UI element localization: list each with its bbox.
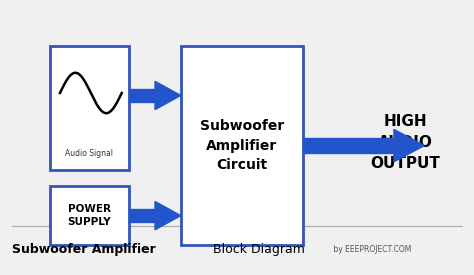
Text: by EEEPROJECT.COM: by EEEPROJECT.COM	[331, 245, 411, 254]
Bar	[129, 209, 155, 222]
Text: Audio Signal: Audio Signal	[65, 149, 113, 158]
Text: HIGH
AUDIO
OUTPUT: HIGH AUDIO OUTPUT	[371, 114, 440, 171]
Polygon shape	[394, 130, 424, 162]
Text: POWER
SUPPLY: POWER SUPPLY	[68, 204, 111, 227]
Text: Subwoofer Amplifier: Subwoofer Amplifier	[12, 243, 156, 256]
Bar	[50, 186, 129, 245]
Polygon shape	[155, 202, 181, 230]
Bar	[129, 89, 155, 102]
Polygon shape	[155, 81, 181, 110]
Text: Block Diagram: Block Diagram	[209, 243, 305, 256]
Bar	[181, 46, 302, 245]
Bar	[50, 46, 129, 170]
Bar	[302, 138, 394, 153]
Text: Subwoofer
Amplifier
Circuit: Subwoofer Amplifier Circuit	[200, 119, 284, 172]
